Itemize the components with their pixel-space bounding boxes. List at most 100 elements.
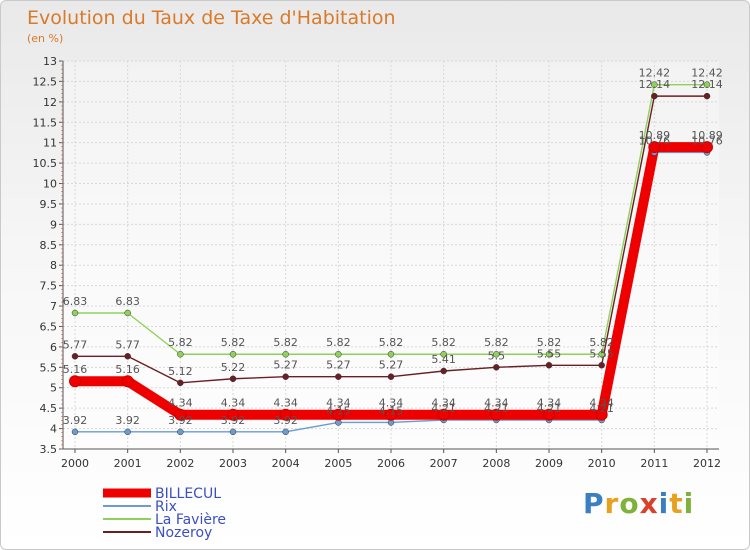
data-label: 5.12 (168, 365, 193, 378)
y-tick-label: 9.5 (40, 198, 58, 211)
data-label: 5.22 (221, 361, 246, 374)
data-point (124, 428, 131, 436)
y-tick-label: 5 (50, 382, 57, 395)
series-lines (69, 81, 713, 436)
y-tick-label: 8.5 (40, 239, 58, 252)
data-label: 3.92 (63, 414, 88, 427)
data-label: 5.27 (379, 359, 404, 372)
data-label: 5.27 (326, 359, 351, 372)
data-label: 5.55 (537, 347, 562, 360)
y-tick-label: 3.5 (40, 443, 58, 456)
y-tick-label: 6.5 (40, 320, 58, 333)
data-label: 5.82 (484, 336, 509, 349)
y-tick-label: 13 (43, 55, 57, 68)
data-label: 5.82 (273, 336, 298, 349)
x-tick-label: 2005 (324, 457, 352, 470)
y-tick-label: 8 (50, 259, 57, 272)
chart-subtitle: (en %) (27, 32, 64, 45)
data-label: 4.21 (537, 402, 562, 415)
y-tick-label: 7.5 (40, 280, 58, 293)
data-label: 12.42 (639, 67, 671, 80)
data-point (545, 350, 553, 358)
data-label: 3.92 (115, 414, 140, 427)
data-label: 4.34 (589, 397, 614, 410)
data-point (227, 408, 239, 421)
data-point (651, 81, 658, 88)
data-point (387, 350, 395, 358)
legend-label: Nozeroy (155, 525, 212, 541)
data-label: 12.14 (639, 78, 671, 91)
data-point (701, 141, 713, 154)
x-tick-label: 2010 (588, 457, 616, 470)
x-tick-label: 2007 (430, 457, 458, 470)
data-label: 5.82 (537, 336, 562, 349)
data-label: 5.77 (63, 338, 88, 351)
data-point (177, 350, 184, 358)
data-label: 4.21 (589, 402, 614, 415)
data-point (282, 350, 289, 358)
data-point (174, 408, 187, 421)
logo-letter: P (583, 487, 605, 520)
logo-letter: i (658, 487, 670, 520)
data-label: 5.5 (488, 349, 506, 362)
data-label: 6.83 (63, 295, 88, 308)
legend-label: La Favière (155, 512, 226, 528)
data-label: 12.14 (691, 78, 723, 91)
data-point (177, 379, 184, 387)
y-tick-label: 9 (50, 218, 57, 231)
data-point (387, 373, 395, 380)
data-point (703, 92, 711, 100)
data-label: 3.92 (273, 414, 298, 427)
y-tick-label: 7 (50, 300, 57, 313)
data-point (437, 408, 450, 421)
data-point (440, 367, 447, 375)
data-point (543, 408, 555, 421)
data-label: 5.41 (431, 353, 456, 366)
data-point (124, 309, 131, 317)
data-label: 12.42 (691, 67, 723, 80)
data-point (335, 350, 342, 358)
proxiti-logo: Proxiti (583, 487, 694, 520)
data-label: 4.15 (326, 404, 351, 417)
data-point (651, 92, 658, 100)
data-point (545, 362, 553, 369)
data-point (493, 364, 500, 371)
data-label: 10.89 (639, 129, 671, 142)
data-label: 4.34 (379, 397, 404, 410)
y-tick-label: 10.5 (33, 157, 58, 170)
y-tick-label: 5.5 (40, 361, 58, 374)
data-point (229, 375, 237, 383)
data-point (598, 362, 605, 369)
y-tick-label: 12 (43, 96, 57, 109)
data-point (595, 408, 608, 421)
data-label: 5.82 (589, 336, 614, 349)
data-label: 5.82 (431, 336, 456, 349)
x-tick-label: 2003 (219, 457, 247, 470)
data-label: 10.89 (691, 129, 723, 142)
data-label: 5.27 (273, 359, 298, 372)
data-label: 4.34 (326, 397, 351, 410)
data-point (282, 428, 289, 436)
data-label: 4.34 (168, 397, 193, 410)
data-label: 10.76 (691, 134, 723, 147)
logo-letter: x (639, 487, 659, 520)
data-point (229, 350, 237, 358)
logo-letter: o (619, 487, 640, 520)
data-label: 5.16 (63, 363, 88, 376)
data-label: 4.21 (484, 402, 509, 415)
data-label: 3.92 (168, 414, 193, 427)
data-label: 5.82 (168, 336, 193, 349)
y-tick-label: 6 (50, 341, 57, 354)
y-tick-label: 10 (43, 178, 57, 191)
x-tick-label: 2004 (272, 457, 300, 470)
data-point (279, 408, 292, 421)
axes: 3.5 4 4.5 5 5.5 6 6.5 7 7.5 8 8.5 9 9.5 10 10.5 11 11.5 1… (33, 55, 722, 470)
data-label: 4.21 (431, 402, 456, 415)
data-label: 4.34 (537, 397, 562, 410)
data-point (71, 309, 79, 317)
x-tick-label: 2001 (114, 457, 142, 470)
y-tick-label: 11 (43, 137, 57, 150)
